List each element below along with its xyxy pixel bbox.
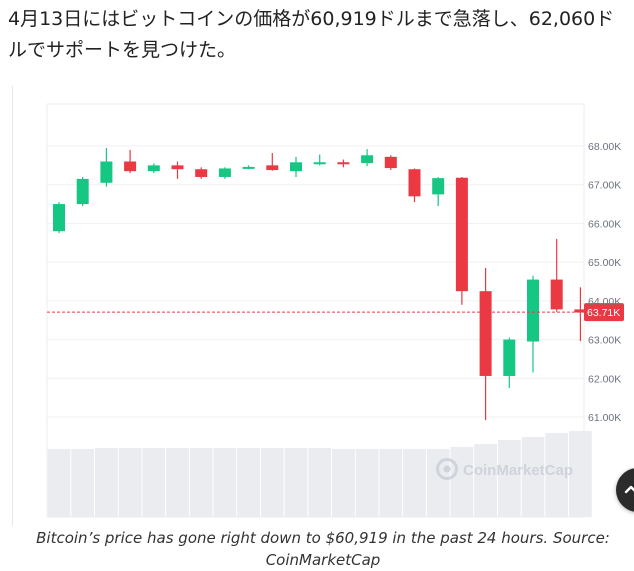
watermark-text: CoinMarketCap	[463, 462, 573, 479]
volume-bar	[569, 431, 592, 517]
candle-down	[266, 165, 279, 171]
volume-bar	[95, 448, 118, 517]
candle-down	[455, 177, 468, 292]
y-tick-label: 63.00K	[588, 335, 621, 347]
y-tick-label: 65.00K	[588, 257, 621, 269]
scroll-to-top-button[interactable]	[616, 468, 634, 512]
price-chart-figure: CoinMarketCap 63.71K 61.00K 62.00K 63.00K 6…	[12, 86, 634, 526]
candle-down	[479, 291, 492, 376]
volume-bar	[545, 433, 569, 517]
candle-up	[76, 178, 89, 205]
volume-bar	[403, 449, 426, 517]
candle-down	[171, 165, 184, 170]
y-tick-label: 62.00K	[588, 373, 621, 385]
volume-bar	[118, 448, 142, 517]
candle-down	[195, 169, 208, 177]
y-tick-label: 64.00K	[588, 296, 621, 308]
volume-bar	[497, 440, 521, 517]
grid-lines	[47, 145, 584, 418]
volume-bar	[379, 449, 403, 517]
candle-up	[361, 155, 374, 164]
volume-bar	[260, 448, 284, 517]
article-paragraph: 4月13日にはビットコインの価格が60,919ドルまで急落し、62,060ドルで…	[8, 8, 615, 61]
y-tick-label: 67.00K	[588, 180, 621, 192]
candle-up	[242, 166, 255, 169]
y-tick-label: 66.00K	[588, 218, 621, 230]
volume-bar	[142, 448, 166, 517]
current-price-label: 63.71K	[587, 307, 620, 319]
volume-bar	[426, 449, 450, 517]
volume-bar	[237, 448, 260, 517]
candle-up	[313, 162, 326, 165]
volume-bar	[521, 437, 545, 517]
y-tick-label: 61.00K	[588, 412, 621, 424]
candle-up	[432, 178, 445, 195]
candle-up	[290, 162, 302, 172]
candlestick-chart: CoinMarketCap 63.71K 61.00K62.00K63.00K6…	[46, 103, 624, 518]
volume-bar	[474, 444, 497, 517]
candle-up	[218, 168, 231, 177]
volume-bar	[166, 448, 189, 517]
candle-down	[408, 169, 421, 197]
candle-down	[337, 162, 350, 165]
y-tick-label: 68.00K	[588, 141, 621, 153]
volume-bar	[189, 448, 213, 517]
volume-bar	[308, 448, 332, 517]
candle-down	[550, 279, 563, 310]
volume-bar	[47, 449, 71, 517]
volume-bar	[213, 448, 237, 517]
figure-caption: Bitcoin’s price has gone right down to $…	[36, 529, 610, 569]
volume-bar	[332, 449, 355, 517]
volume-bar	[284, 448, 308, 517]
candle-up	[147, 165, 160, 172]
candle-up	[527, 279, 539, 342]
candle-down	[124, 161, 137, 172]
candle-up	[53, 204, 65, 232]
current-price-tag	[584, 303, 624, 322]
volume-bar	[71, 449, 95, 517]
candle-up	[100, 161, 113, 183]
volume-bar	[355, 449, 379, 517]
current-price-marker: 63.71K	[47, 303, 624, 322]
y-axis: 61.00K 62.00K 63.00K 64.00K 65.00K 66.00K 67.0…	[588, 141, 621, 424]
volume-bars	[47, 431, 592, 517]
volume-bar	[450, 447, 474, 517]
candle-up	[503, 339, 516, 376]
candle-down	[384, 156, 397, 169]
arrow-up-icon	[624, 485, 634, 494]
coinmarketcap-watermark: CoinMarketCap	[436, 458, 573, 480]
candle-down	[574, 309, 587, 313]
